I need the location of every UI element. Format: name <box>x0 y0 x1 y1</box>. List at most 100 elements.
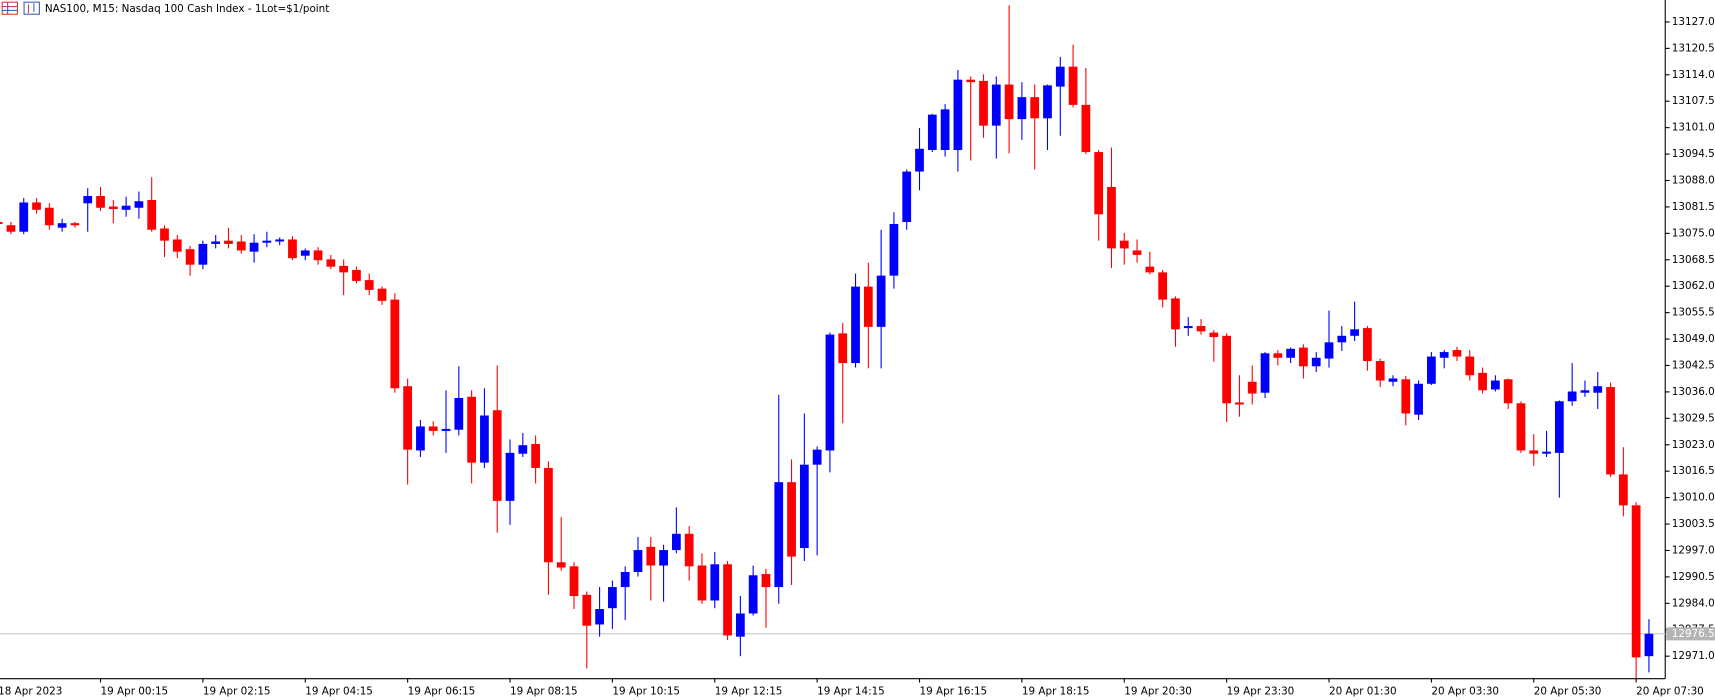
y-tick-label: 13081.5 <box>1672 201 1715 213</box>
candle-body <box>761 574 771 588</box>
chart-icons <box>1 1 40 15</box>
candle-body <box>147 200 157 230</box>
candle-body <box>531 443 540 468</box>
candle-body <box>684 533 694 567</box>
candle-body <box>313 250 323 261</box>
candle-body <box>1363 328 1372 362</box>
x-tick-label: 20 Apr 07:30 <box>1636 685 1704 697</box>
candle-body <box>1196 326 1206 332</box>
candle-body <box>198 243 208 265</box>
candle-body <box>1593 386 1603 393</box>
x-tick-label: 20 Apr 03:30 <box>1431 685 1499 697</box>
x-tick-label: 20 Apr 05:30 <box>1534 685 1602 697</box>
candle-body <box>838 333 848 364</box>
y-tick-label: 12990.5 <box>1672 571 1715 583</box>
candle-body <box>428 426 438 431</box>
candle-body <box>339 265 349 273</box>
candle-body <box>1401 379 1411 414</box>
candle-body <box>300 250 310 256</box>
y-tick-label: 13036.0 <box>1672 386 1715 398</box>
candle-body <box>1055 66 1065 87</box>
y-tick-label: 13114.0 <box>1672 69 1715 81</box>
x-tick-label: 19 Apr 00:15 <box>101 685 169 697</box>
candle-body <box>441 428 451 431</box>
candle-body <box>608 587 617 609</box>
candle-body <box>812 449 822 465</box>
candle-body <box>1491 380 1500 390</box>
candle-body <box>787 482 796 557</box>
candle-body <box>96 195 105 208</box>
y-tick-label: 13068.5 <box>1672 254 1715 266</box>
x-tick-label: 19 Apr 14:15 <box>817 685 885 697</box>
candle-body <box>1465 356 1475 376</box>
candle-body <box>505 452 515 501</box>
candle-body <box>735 613 745 637</box>
candle-body <box>748 575 758 614</box>
candle-body <box>723 564 732 636</box>
candle-body <box>1286 348 1295 358</box>
candle-body <box>211 241 221 244</box>
candle-body <box>1375 361 1385 381</box>
x-tick-label: 19 Apr 16:15 <box>920 685 988 697</box>
y-tick-label: 13049.0 <box>1672 333 1715 345</box>
candle-body <box>262 240 272 243</box>
candle-body <box>1631 505 1641 658</box>
y-tick-label: 12997.0 <box>1672 544 1715 556</box>
current-price-box <box>1666 627 1715 641</box>
candle-body <box>185 249 195 265</box>
candle-body <box>1554 401 1564 453</box>
candle-body <box>236 241 246 251</box>
candle-body <box>390 299 400 389</box>
candle-body <box>991 84 1001 126</box>
candle-body <box>1094 152 1104 215</box>
candle-body <box>1273 353 1283 358</box>
x-tick-label: 19 Apr 18:15 <box>1022 685 1090 697</box>
candle-body <box>1606 387 1615 475</box>
candle-body <box>966 79 976 83</box>
y-tick-label: 13029.5 <box>1672 412 1715 424</box>
candle-body <box>582 594 592 626</box>
table-icon <box>1 1 19 15</box>
candle-body <box>1043 85 1052 119</box>
candle-body <box>19 202 29 232</box>
x-tick-label: 19 Apr 23:30 <box>1227 685 1295 697</box>
candle-body <box>1618 474 1628 506</box>
y-tick-label: 13010.0 <box>1672 492 1715 504</box>
y-tick-label: 13042.5 <box>1672 359 1715 371</box>
candle-body <box>953 79 963 151</box>
candle-body <box>1414 383 1423 415</box>
candle-body <box>1017 97 1027 120</box>
candle-body <box>1427 356 1436 384</box>
candle-body <box>326 259 336 267</box>
candle-body <box>1478 372 1487 391</box>
candle-body <box>1145 266 1155 273</box>
candle-body <box>32 202 41 210</box>
candle-body <box>1158 272 1168 300</box>
x-tick-label: 19 Apr 06:15 <box>408 685 476 697</box>
candle-body <box>364 280 374 290</box>
candle-body <box>1337 335 1347 343</box>
candle-body <box>467 396 476 463</box>
y-tick-label: 12971.0 <box>1672 650 1715 662</box>
candle-body <box>377 288 387 301</box>
candle-body <box>1030 97 1040 119</box>
candle-body <box>672 533 681 551</box>
candle-body <box>70 223 80 226</box>
y-tick-label: 13101.0 <box>1672 122 1715 134</box>
x-tick-label: 19 Apr 20:30 <box>1124 685 1192 697</box>
candle-body <box>710 564 720 601</box>
candle-body <box>1299 347 1308 367</box>
y-tick-label: 13055.5 <box>1672 307 1715 319</box>
candle-body <box>403 386 413 450</box>
candle-body <box>1068 66 1078 105</box>
candle-body <box>1452 350 1462 357</box>
candle-body <box>1209 332 1219 338</box>
chart-title: NAS100, M15: Nasdaq 100 Cash Index - 1Lo… <box>45 3 330 15</box>
x-tick-label: 20 Apr 01:30 <box>1329 685 1397 697</box>
y-tick-label: 12984.0 <box>1672 597 1715 609</box>
candle-body <box>1350 329 1359 336</box>
x-tick-label: 19 Apr 12:15 <box>715 685 783 697</box>
candle-body <box>1171 298 1180 330</box>
candle-body <box>1503 379 1513 404</box>
